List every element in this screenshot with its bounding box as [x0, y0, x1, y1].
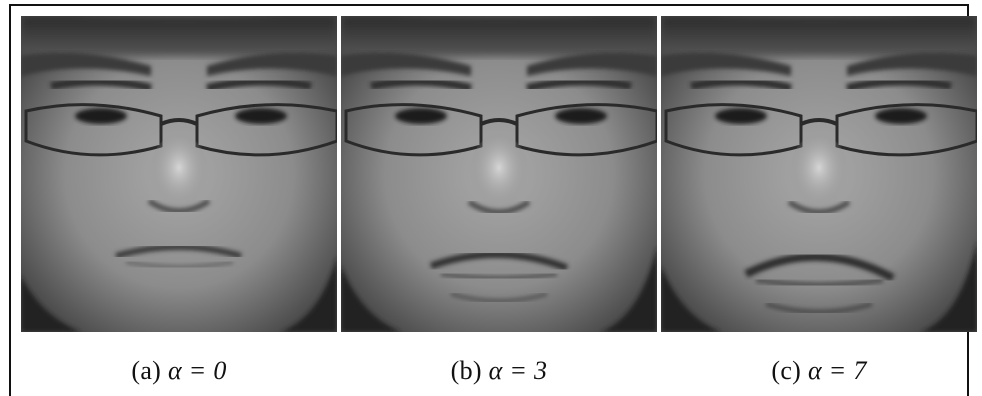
caption-c: (c) α = 7 — [661, 356, 977, 386]
face-image-b — [341, 16, 657, 332]
face-image-a-drawing — [21, 16, 337, 332]
caption-a-label: (a) — [131, 356, 162, 385]
caption-b: (b) α = 3 — [341, 356, 657, 386]
caption-c-label: (c) — [771, 356, 802, 385]
caption-c-expr: α = 7 — [807, 356, 867, 385]
caption-a-expr: α = 0 — [167, 356, 227, 385]
face-image-c — [661, 16, 977, 332]
face-image-c-drawing — [661, 16, 977, 332]
caption-a: (a) α = 0 — [21, 356, 337, 386]
face-image-b-drawing — [341, 16, 657, 332]
face-image-a — [21, 16, 337, 332]
caption-b-expr: α = 3 — [488, 356, 548, 385]
caption-b-label: (b) — [450, 356, 482, 385]
